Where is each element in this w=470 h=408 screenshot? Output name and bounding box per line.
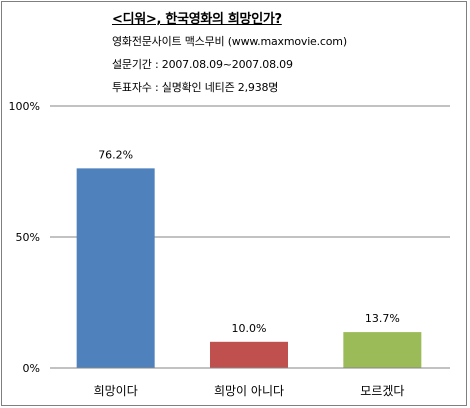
- category-label: 희망이다: [94, 384, 138, 398]
- y-tick-label: 50%: [16, 231, 40, 244]
- chart-title: <디워>, 한국영화의 희망인가?: [112, 12, 282, 27]
- bar: [210, 341, 288, 368]
- category-label: 모르겠다: [360, 384, 404, 398]
- survey-source: 영화전문사이트 맥스무비 (www.maxmovie.com): [112, 35, 347, 48]
- bar-value-label: 13.7%: [365, 312, 400, 325]
- bar-value-label: 10.0%: [232, 322, 267, 335]
- category-label: 희망이 아니다: [214, 384, 284, 398]
- survey-period: 설문기간 : 2007.08.09~2007.08.09: [112, 58, 293, 71]
- bar-value-label: 76.2%: [98, 148, 133, 161]
- bar: [343, 332, 422, 368]
- survey-respondents: 투표자수 : 실명확인 네티즌 2,938명: [112, 81, 279, 94]
- bar: [76, 168, 155, 368]
- y-tick-label: 100%: [9, 100, 40, 113]
- y-tick-label: 0%: [23, 362, 40, 375]
